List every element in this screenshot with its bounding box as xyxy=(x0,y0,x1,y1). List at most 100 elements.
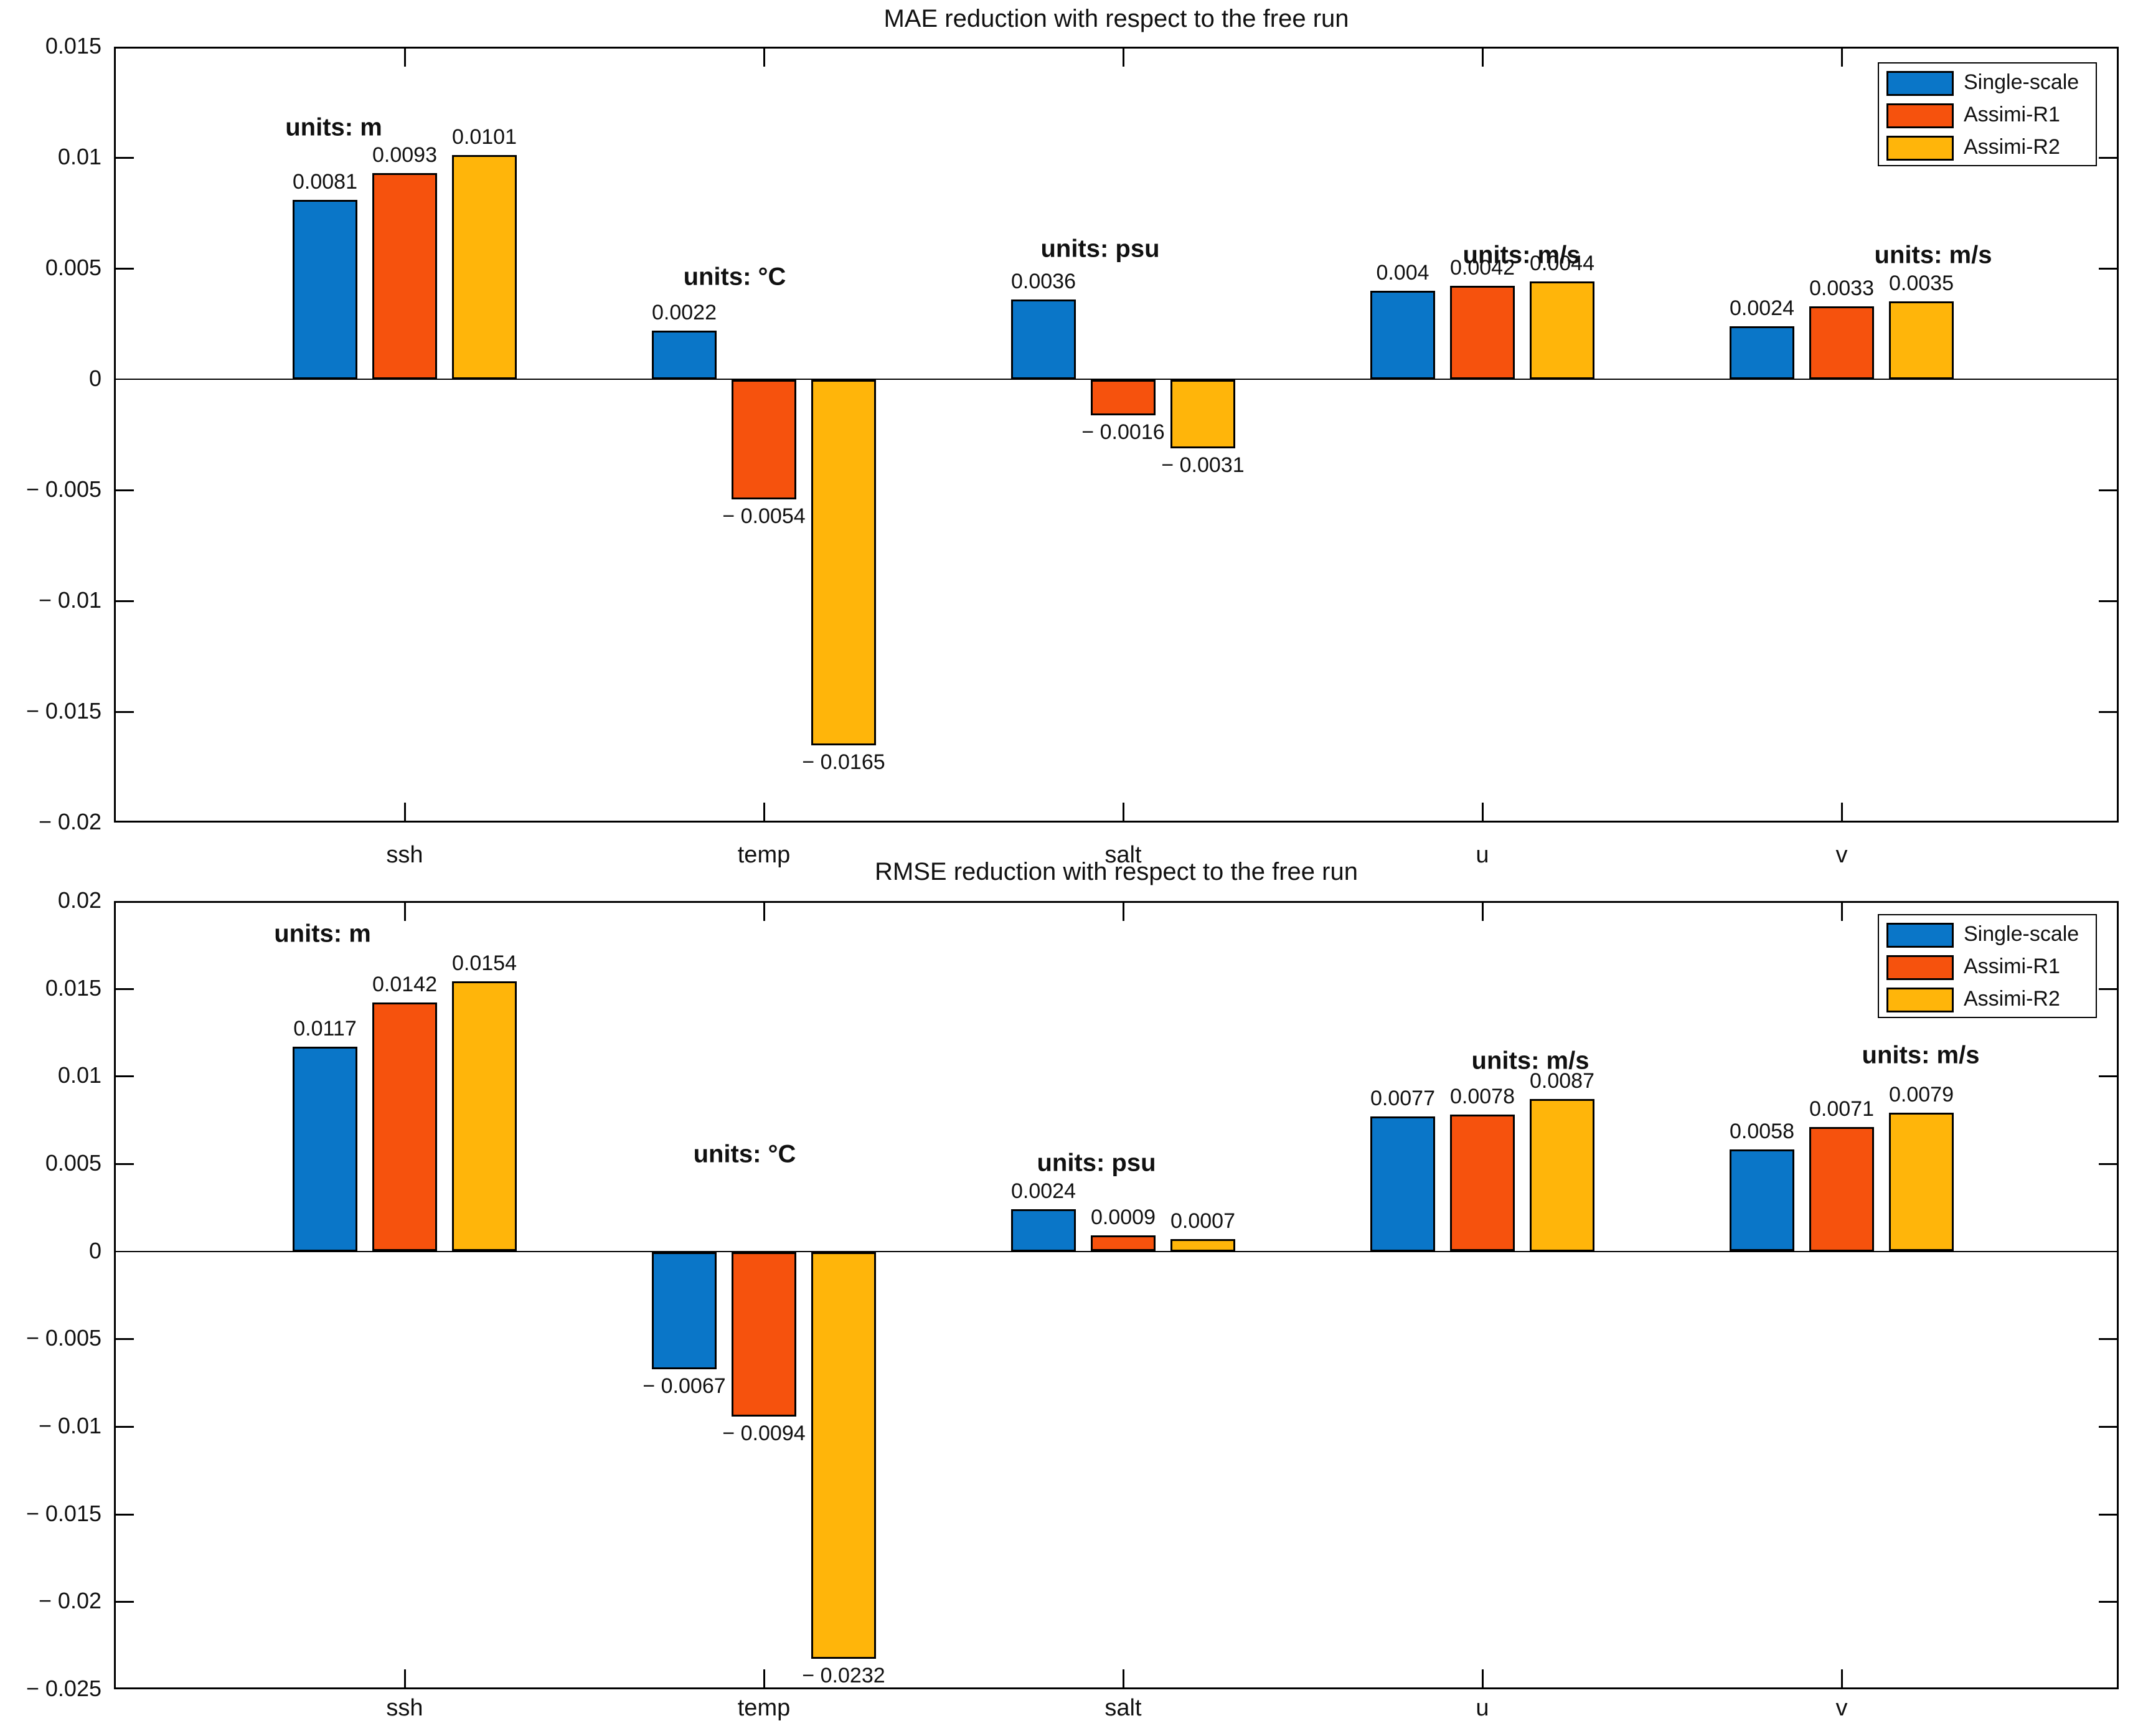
x-category-label: salt xyxy=(1104,842,1142,868)
bar xyxy=(1730,1149,1794,1251)
y-tick xyxy=(2099,1601,2119,1603)
bar xyxy=(1809,306,1874,379)
units-annotation: units: m/s xyxy=(1471,1047,1589,1075)
y-tick-label: − 0.02 xyxy=(38,1588,101,1613)
y-tick-label: 0.015 xyxy=(45,975,101,1001)
y-tick xyxy=(2099,1514,2119,1516)
chart-title-mae: MAE reduction with respect to the free r… xyxy=(883,5,1349,32)
bar xyxy=(1170,380,1235,448)
units-annotation: units: m xyxy=(274,920,371,948)
bar xyxy=(1889,1113,1954,1251)
legend-swatch xyxy=(1886,103,1954,128)
y-tick-label: 0.005 xyxy=(45,1150,101,1176)
bar xyxy=(372,173,437,379)
x-tick xyxy=(763,803,765,823)
y-tick xyxy=(2099,157,2119,159)
bar-value-label: 0.0154 xyxy=(452,951,517,975)
x-category-label: ssh xyxy=(386,1695,423,1721)
y-tick xyxy=(114,1426,134,1428)
bar xyxy=(1730,326,1794,379)
units-annotation: units: psu xyxy=(1037,1149,1156,1177)
x-tick xyxy=(404,803,406,823)
x-tick xyxy=(1123,803,1124,823)
y-tick xyxy=(114,489,134,491)
units-annotation: units: m/s xyxy=(1862,1041,1980,1069)
legend-label: Single-scale xyxy=(1964,70,2079,94)
x-tick xyxy=(404,47,406,67)
legend-item: Assimi-R1 xyxy=(1879,100,2096,132)
x-category-label: temp xyxy=(737,1695,791,1721)
bar-value-label: 0.0035 xyxy=(1889,271,1954,295)
legend-item: Assimi-R1 xyxy=(1879,951,2096,984)
y-tick xyxy=(2099,600,2119,602)
bar-value-label: − 0.0067 xyxy=(643,1374,726,1398)
y-tick-label: − 0.01 xyxy=(38,587,101,613)
bar xyxy=(1530,281,1594,379)
y-tick-label: − 0.015 xyxy=(26,698,101,724)
bar xyxy=(732,380,796,499)
x-category-label: u xyxy=(1476,1695,1489,1721)
y-tick-label: 0 xyxy=(88,1238,101,1263)
y-tick-label: 0.005 xyxy=(45,255,101,280)
bar xyxy=(1530,1099,1594,1252)
zero-line xyxy=(114,379,2119,380)
bar xyxy=(652,331,717,379)
bar xyxy=(452,155,517,379)
units-annotation: units: °C xyxy=(693,1140,796,1168)
y-tick xyxy=(114,600,134,602)
bar xyxy=(293,200,357,379)
y-tick-label: − 0.02 xyxy=(38,809,101,834)
y-tick-label: 0.01 xyxy=(57,144,101,169)
bar xyxy=(811,380,876,745)
bar xyxy=(293,1047,357,1252)
bar-value-label: 0.0101 xyxy=(452,125,517,149)
units-annotation: units: psu xyxy=(1040,235,1160,263)
x-tick xyxy=(1841,1669,1843,1689)
x-tick xyxy=(763,47,765,67)
bar xyxy=(1011,1209,1076,1252)
legend-swatch xyxy=(1886,988,1954,1012)
y-tick xyxy=(2099,489,2119,491)
y-tick xyxy=(2099,1075,2119,1077)
legend-label: Assimi-R2 xyxy=(1964,987,2060,1011)
bar xyxy=(1170,1239,1235,1252)
y-tick xyxy=(2099,1163,2119,1165)
x-tick xyxy=(1482,1669,1484,1689)
legend: Single-scale Assimi-R1 Assimi-R2 xyxy=(1878,62,2097,166)
y-tick-label: − 0.005 xyxy=(26,476,101,502)
y-tick xyxy=(114,1338,134,1340)
y-tick-label: 0 xyxy=(88,366,101,391)
y-tick xyxy=(2099,1426,2119,1428)
units-annotation: units: °C xyxy=(683,263,786,291)
bar xyxy=(1370,291,1435,379)
legend-swatch xyxy=(1886,71,1954,96)
bar-value-label: 0.0058 xyxy=(1730,1120,1794,1143)
bar-value-label: 0.0009 xyxy=(1091,1205,1156,1229)
bar-value-label: − 0.0031 xyxy=(1161,453,1245,477)
bar-value-label: 0.0033 xyxy=(1809,276,1874,300)
x-tick xyxy=(1123,47,1124,67)
x-tick xyxy=(1482,803,1484,823)
bar xyxy=(1091,1235,1156,1251)
y-tick xyxy=(2099,1338,2119,1340)
y-tick xyxy=(114,1163,134,1165)
legend-item: Single-scale xyxy=(1879,919,2096,951)
units-annotation: units: m xyxy=(285,113,382,141)
zero-line xyxy=(114,1251,2119,1252)
chart-title-rmse: RMSE reduction with respect to the free … xyxy=(875,858,1358,885)
legend-label: Assimi-R1 xyxy=(1964,955,2060,978)
x-tick xyxy=(1482,901,1484,921)
y-tick xyxy=(114,988,134,990)
y-tick-label: 0.02 xyxy=(57,887,101,913)
bar-value-label: 0.0142 xyxy=(372,973,437,996)
legend: Single-scale Assimi-R1 Assimi-R2 xyxy=(1878,914,2097,1018)
bar-value-label: 0.0079 xyxy=(1889,1083,1954,1106)
bar-value-label: 0.0024 xyxy=(1011,1179,1076,1203)
bar xyxy=(1450,286,1515,379)
plot-box xyxy=(114,47,2119,823)
y-tick-label: − 0.025 xyxy=(26,1676,101,1701)
y-tick xyxy=(114,711,134,713)
bar xyxy=(372,1002,437,1251)
y-tick xyxy=(114,268,134,270)
bar xyxy=(732,1252,796,1417)
